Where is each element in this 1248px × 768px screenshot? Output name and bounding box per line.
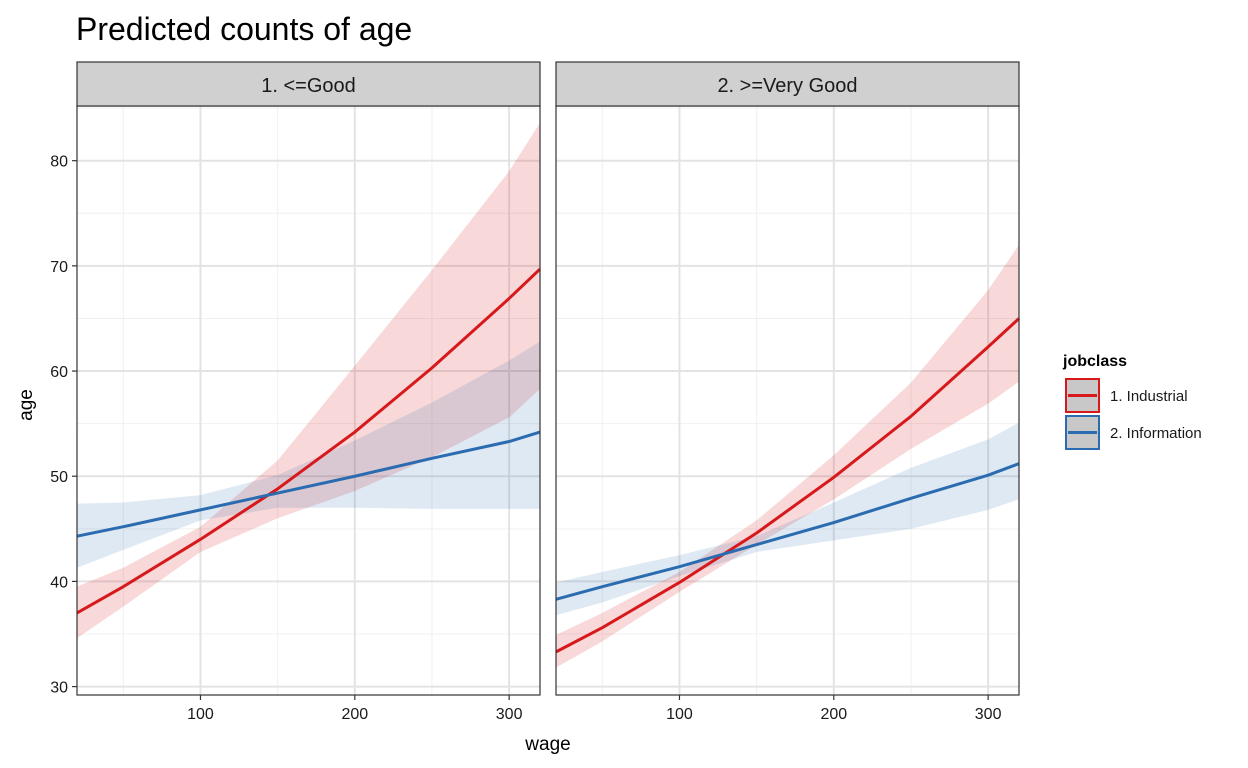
series-line-2 (555, 462, 1020, 601)
series-line-1 (76, 267, 542, 615)
series-line-2 (76, 430, 541, 538)
panel-2: 2. >=Very Good 100 200 300 (555, 61, 1021, 723)
x-tick-label: 300 (496, 706, 523, 723)
y-tick-label: 40 (50, 574, 68, 591)
x-tick-label: 100 (187, 706, 214, 723)
panel-1: 1. <=Good 100 200 300 30 40 50 60 70 80 (50, 61, 542, 723)
series-line-1 (555, 317, 1021, 654)
y-tick-label: 70 (50, 259, 68, 276)
y-axis-title: age (16, 389, 37, 421)
x-tick-label: 100 (666, 706, 693, 723)
facet-strip (76, 61, 541, 107)
x-tick-label: 200 (820, 706, 847, 723)
y-tick-label: 80 (50, 154, 68, 171)
legend: jobclass 1. Industrial 2. Information (1062, 353, 1202, 450)
y-tick-label: 50 (50, 469, 68, 486)
chart-title: Predicted counts of age (76, 11, 412, 47)
legend-label: 2. Information (1110, 425, 1202, 442)
legend-entry-1: 1. Industrial (1065, 378, 1188, 413)
confidence-band-1 (556, 244, 1019, 668)
x-tick-label: 300 (975, 706, 1002, 723)
legend-title: jobclass (1062, 353, 1127, 370)
y-tick-label: 60 (50, 364, 68, 381)
confidence-band-2 (556, 422, 1019, 616)
plot-background (77, 106, 540, 695)
chart-panels: 1. <=Good 100 200 300 30 40 50 60 70 80 2. >=Very … (50, 61, 1021, 723)
facet-strip-label: 1. <=Good (261, 75, 356, 97)
legend-label: 1. Industrial (1110, 388, 1188, 405)
plot-background (556, 106, 1019, 695)
y-tick-label: 30 (50, 680, 68, 697)
facet-strip (555, 61, 1020, 107)
facet-strip-label: 2. >=Very Good (717, 75, 857, 97)
x-tick-label: 200 (341, 706, 368, 723)
x-axis-title: wage (524, 734, 570, 755)
legend-entry-2: 2. Information (1065, 415, 1202, 450)
